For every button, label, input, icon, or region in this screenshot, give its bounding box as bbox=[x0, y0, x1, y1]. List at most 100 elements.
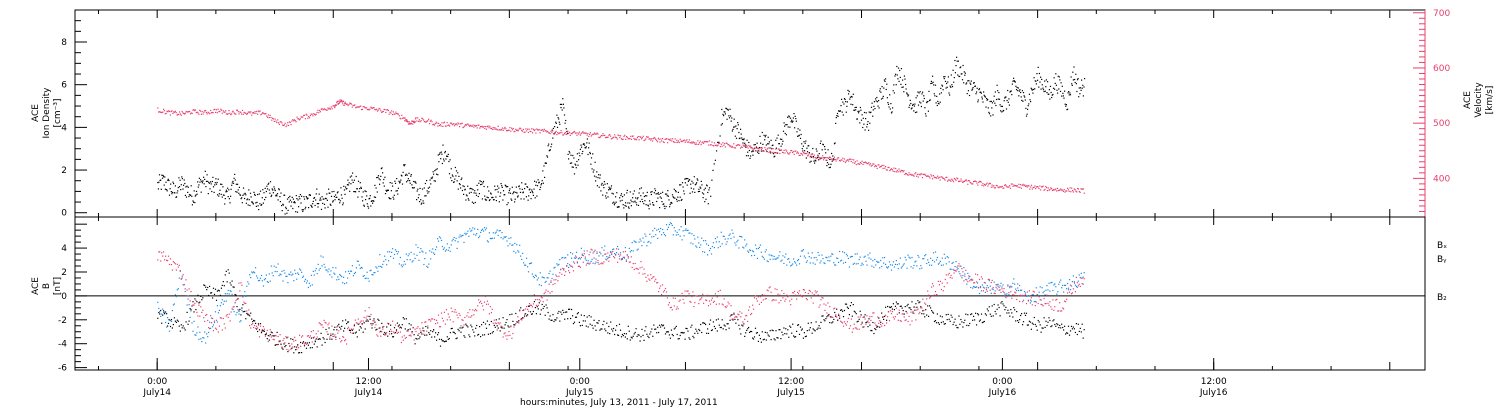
b-bx-point bbox=[185, 321, 187, 323]
b-bx-point bbox=[882, 316, 884, 318]
density-point bbox=[691, 191, 694, 193]
b-by-point bbox=[388, 260, 390, 262]
b-bx-point bbox=[326, 338, 328, 340]
density-point bbox=[1032, 88, 1035, 91]
b-by-point bbox=[546, 277, 548, 279]
density-point bbox=[687, 178, 689, 180]
density-point bbox=[314, 204, 316, 207]
density-point bbox=[716, 150, 718, 152]
velocity-point bbox=[283, 124, 285, 127]
velocity-point bbox=[278, 123, 280, 125]
b-bx-point bbox=[599, 329, 601, 331]
density-point bbox=[836, 112, 839, 115]
density-point bbox=[579, 148, 581, 150]
velocity-point bbox=[375, 109, 377, 111]
velocity-point bbox=[798, 154, 800, 156]
b-bx-point bbox=[436, 339, 438, 341]
density-point bbox=[647, 204, 649, 206]
b-by-point bbox=[342, 282, 344, 284]
b-by-point bbox=[942, 264, 944, 266]
velocity-point bbox=[995, 184, 997, 187]
b-bx-point bbox=[405, 318, 407, 320]
density-point bbox=[298, 206, 300, 208]
density-point bbox=[805, 140, 807, 142]
b-by-point bbox=[539, 272, 541, 274]
velocity-point bbox=[406, 119, 408, 121]
velocity-point bbox=[713, 145, 715, 147]
b-by-point bbox=[482, 230, 485, 232]
b-by-point bbox=[203, 337, 205, 339]
b-bz-point bbox=[197, 315, 199, 317]
density-point bbox=[365, 199, 367, 201]
velocity-point bbox=[854, 161, 856, 163]
density-point bbox=[288, 201, 290, 203]
velocity-point bbox=[975, 180, 977, 183]
velocity-point bbox=[1046, 190, 1048, 192]
density-point bbox=[768, 141, 770, 143]
velocity-tick-label: 400 bbox=[1433, 174, 1450, 184]
density-point bbox=[690, 187, 692, 189]
density-point bbox=[752, 154, 754, 156]
velocity-point bbox=[850, 160, 852, 163]
b-by-point bbox=[413, 253, 415, 255]
velocity-point bbox=[329, 107, 331, 109]
velocity-point bbox=[951, 178, 953, 180]
density-point bbox=[859, 106, 861, 109]
density-point bbox=[419, 187, 421, 189]
b-by-point bbox=[691, 233, 693, 235]
velocity-point bbox=[721, 145, 723, 147]
density-point bbox=[535, 184, 537, 186]
velocity-point bbox=[844, 161, 846, 164]
b-bx-point bbox=[840, 309, 842, 311]
b-by-point bbox=[1044, 294, 1046, 296]
b-bx-point bbox=[746, 329, 748, 331]
velocity-point bbox=[439, 124, 441, 126]
velocity-point bbox=[708, 140, 711, 142]
b-by-point bbox=[221, 299, 223, 301]
b-bx-point bbox=[439, 345, 442, 347]
velocity-point bbox=[481, 125, 483, 127]
b-by-point bbox=[356, 260, 358, 262]
b-bx-point bbox=[1048, 317, 1050, 319]
b-by-point bbox=[423, 263, 425, 266]
b-bx-point bbox=[1046, 324, 1048, 327]
b-bz-point bbox=[178, 264, 180, 266]
b-bx-point bbox=[643, 339, 645, 341]
b-bx-point bbox=[594, 325, 596, 327]
b-bx-point bbox=[427, 327, 429, 329]
b-bx-point bbox=[830, 316, 832, 318]
b-by-point bbox=[424, 258, 426, 260]
b-bz-point bbox=[225, 315, 227, 317]
b-bx-point bbox=[250, 312, 252, 314]
b-by-point bbox=[611, 253, 613, 256]
b-bz-point bbox=[343, 336, 345, 338]
density-point bbox=[613, 201, 615, 203]
density-point bbox=[916, 111, 918, 113]
b-bx-point bbox=[1045, 320, 1047, 322]
velocity-point bbox=[566, 133, 568, 135]
density-point bbox=[945, 87, 947, 89]
b-by-point bbox=[334, 273, 336, 275]
b-by-point bbox=[463, 241, 465, 243]
velocity-point bbox=[592, 133, 594, 135]
b-by-point bbox=[955, 261, 957, 263]
velocity-point bbox=[294, 120, 296, 122]
density-point bbox=[319, 197, 321, 199]
density-point bbox=[987, 98, 989, 101]
b-by-point bbox=[919, 268, 921, 270]
b-bx-point bbox=[641, 328, 643, 330]
density-point bbox=[460, 178, 462, 181]
b-bx-point bbox=[722, 328, 724, 330]
density-point bbox=[168, 194, 171, 196]
b-by-point bbox=[321, 265, 323, 267]
b-by-point bbox=[161, 313, 163, 315]
density-point bbox=[986, 99, 988, 101]
velocity-point bbox=[501, 127, 503, 129]
b-bx-point bbox=[912, 312, 914, 314]
density-point bbox=[318, 193, 320, 195]
b-bx-point bbox=[214, 288, 217, 290]
b-by-point bbox=[239, 321, 241, 323]
b-bz-point bbox=[308, 336, 310, 338]
b-bx-point bbox=[666, 331, 668, 333]
b-bx-point bbox=[781, 331, 783, 333]
